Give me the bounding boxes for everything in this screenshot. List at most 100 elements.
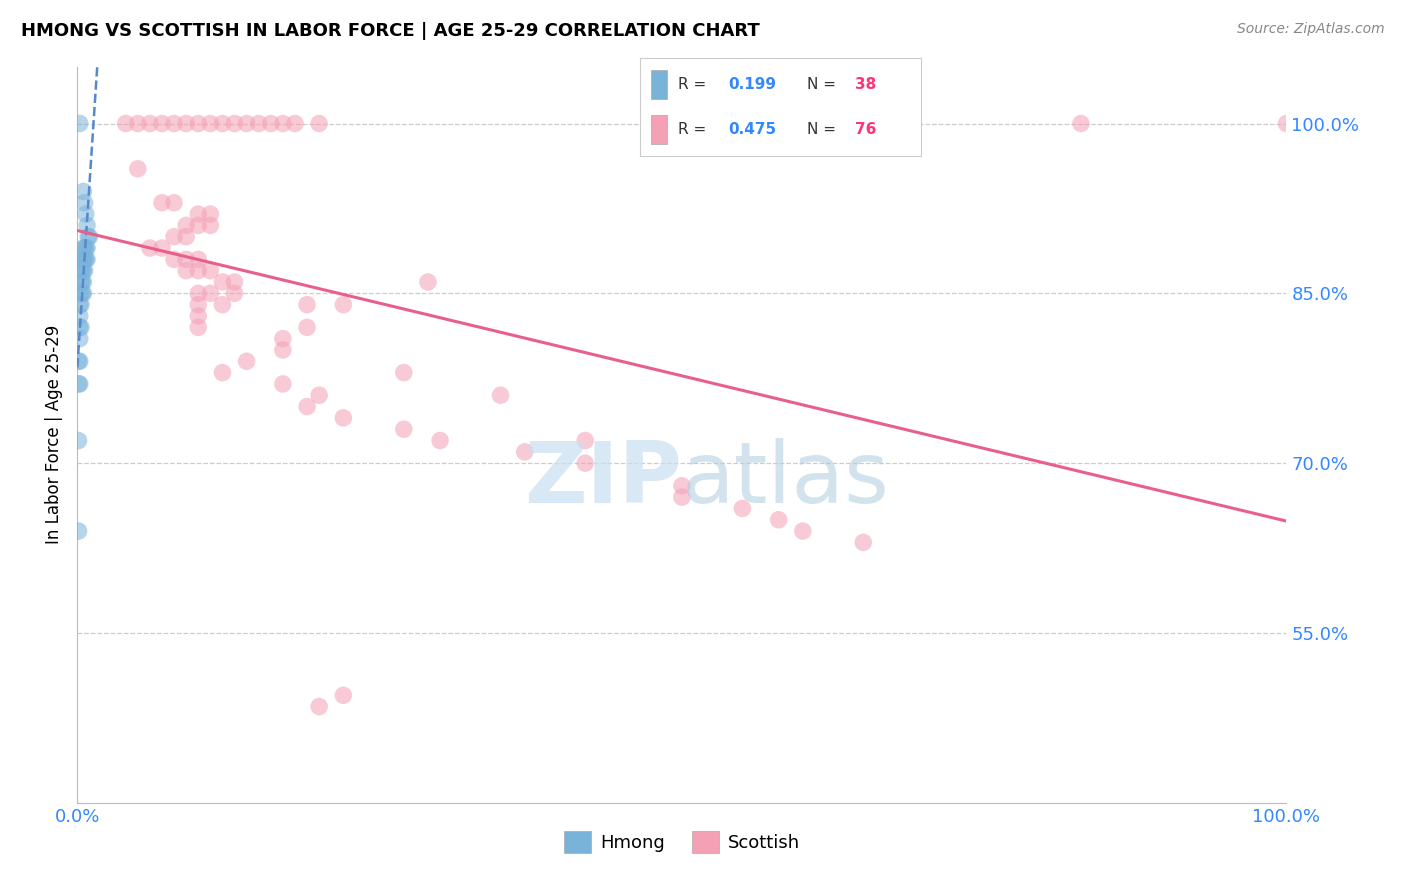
Point bbox=[76, 252, 98, 267]
Point bbox=[1275, 116, 1298, 130]
Text: R =: R = bbox=[678, 77, 711, 92]
Point bbox=[75, 207, 97, 221]
Point bbox=[768, 513, 790, 527]
Point bbox=[75, 241, 97, 255]
Point bbox=[429, 434, 451, 448]
Point bbox=[792, 524, 814, 538]
Point bbox=[70, 298, 93, 312]
Point bbox=[73, 263, 96, 277]
Point bbox=[70, 286, 93, 301]
Point bbox=[271, 343, 294, 357]
Point bbox=[72, 263, 94, 277]
Point bbox=[224, 116, 246, 130]
Point bbox=[70, 263, 93, 277]
Point bbox=[489, 388, 512, 402]
Point bbox=[163, 252, 186, 267]
Point bbox=[70, 286, 93, 301]
Point bbox=[671, 490, 693, 504]
Point bbox=[416, 275, 439, 289]
Text: atlas: atlas bbox=[682, 437, 890, 521]
Point bbox=[76, 219, 98, 233]
Point bbox=[72, 185, 94, 199]
Point bbox=[187, 263, 209, 277]
Point bbox=[1070, 116, 1092, 130]
Point bbox=[79, 229, 101, 244]
Point bbox=[187, 252, 209, 267]
Point bbox=[731, 501, 754, 516]
Point bbox=[295, 320, 318, 334]
Point bbox=[187, 286, 209, 301]
Point bbox=[224, 286, 246, 301]
Point bbox=[76, 241, 98, 255]
Point bbox=[200, 207, 222, 221]
Point bbox=[513, 445, 536, 459]
Text: Source: ZipAtlas.com: Source: ZipAtlas.com bbox=[1237, 22, 1385, 37]
Point bbox=[72, 252, 94, 267]
Point bbox=[332, 688, 354, 702]
Point bbox=[671, 479, 693, 493]
Point bbox=[70, 320, 93, 334]
FancyBboxPatch shape bbox=[651, 115, 666, 145]
Point bbox=[127, 161, 149, 176]
Point bbox=[73, 195, 96, 210]
Point bbox=[852, 535, 875, 549]
Point bbox=[574, 434, 596, 448]
Point bbox=[114, 116, 136, 130]
Text: N =: N = bbox=[807, 122, 841, 137]
Point bbox=[574, 456, 596, 470]
Point bbox=[139, 116, 162, 130]
Point bbox=[67, 434, 90, 448]
Point bbox=[67, 354, 90, 368]
Point bbox=[187, 309, 209, 323]
Point bbox=[211, 366, 233, 380]
Point bbox=[211, 116, 233, 130]
Point bbox=[150, 195, 173, 210]
Point bbox=[187, 207, 209, 221]
Point bbox=[75, 252, 97, 267]
Point bbox=[72, 241, 94, 255]
Text: 0.475: 0.475 bbox=[728, 122, 776, 137]
Point bbox=[260, 116, 283, 130]
Point bbox=[332, 298, 354, 312]
Point bbox=[69, 354, 91, 368]
Point bbox=[174, 263, 197, 277]
Point bbox=[200, 263, 222, 277]
Legend: Hmong, Scottish: Hmong, Scottish bbox=[557, 823, 807, 860]
Point bbox=[247, 116, 270, 130]
Point bbox=[163, 116, 186, 130]
Point bbox=[72, 286, 94, 301]
Point bbox=[174, 229, 197, 244]
Point bbox=[284, 116, 307, 130]
Point bbox=[69, 376, 91, 391]
Point bbox=[73, 241, 96, 255]
Point bbox=[295, 400, 318, 414]
Point bbox=[72, 275, 94, 289]
Point bbox=[174, 219, 197, 233]
Point bbox=[73, 252, 96, 267]
Point bbox=[271, 332, 294, 346]
Point bbox=[69, 320, 91, 334]
Text: 76: 76 bbox=[855, 122, 876, 137]
Point bbox=[235, 116, 257, 130]
Point bbox=[200, 286, 222, 301]
Point bbox=[150, 241, 173, 255]
Point bbox=[69, 298, 91, 312]
Point bbox=[392, 366, 415, 380]
Point bbox=[332, 410, 354, 425]
Point bbox=[224, 275, 246, 289]
Text: ZIP: ZIP bbox=[524, 437, 682, 521]
Point bbox=[70, 263, 93, 277]
Point bbox=[392, 422, 415, 436]
Text: N =: N = bbox=[807, 77, 841, 92]
Point bbox=[187, 219, 209, 233]
Point bbox=[77, 229, 100, 244]
Point bbox=[200, 219, 222, 233]
Point bbox=[308, 388, 330, 402]
Point bbox=[69, 309, 91, 323]
Point bbox=[211, 275, 233, 289]
Y-axis label: In Labor Force | Age 25-29: In Labor Force | Age 25-29 bbox=[45, 326, 63, 544]
Point bbox=[308, 116, 330, 130]
Point bbox=[163, 229, 186, 244]
Point bbox=[295, 298, 318, 312]
Text: 38: 38 bbox=[855, 77, 876, 92]
